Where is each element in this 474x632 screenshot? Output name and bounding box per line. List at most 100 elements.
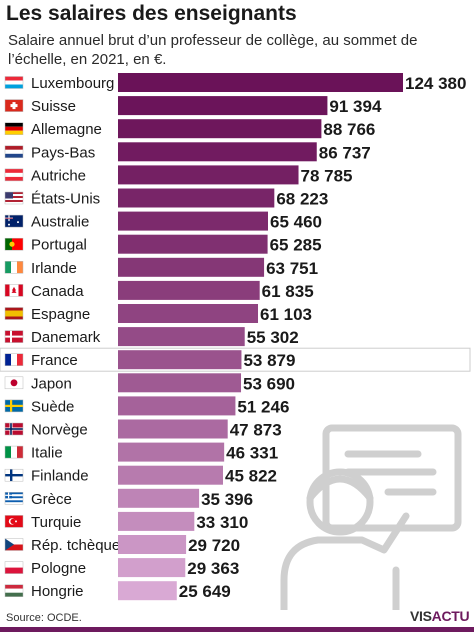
value-label: 61 103	[260, 305, 312, 324]
value-label: 35 396	[201, 490, 253, 509]
visactu-logo: VISACTU	[410, 608, 470, 624]
value-label: 29 720	[188, 536, 240, 555]
flag-austria-icon	[4, 168, 24, 182]
flag-italy-icon	[4, 445, 24, 459]
category-label: Finlande	[31, 468, 89, 485]
logo-main: VIS	[410, 608, 432, 624]
flag-greece-icon	[4, 492, 24, 505]
bar	[118, 327, 245, 347]
bar	[118, 165, 299, 185]
value-label: 53 690	[243, 374, 295, 393]
category-label: Pays-Bas	[31, 144, 95, 161]
bar	[118, 581, 177, 601]
bar	[118, 257, 265, 277]
value-label: 25 649	[179, 582, 231, 601]
bar	[118, 511, 195, 531]
bar	[118, 211, 268, 231]
source-note: Source: OCDE.	[6, 612, 82, 624]
category-label: Japon	[31, 375, 72, 392]
bar	[118, 350, 242, 370]
value-label: 45 822	[225, 467, 277, 486]
flag-germany-icon	[4, 122, 24, 135]
flag-netherlands-icon	[4, 145, 24, 159]
value-label: 55 302	[247, 328, 299, 347]
flag-norway-icon	[4, 422, 24, 436]
category-label: Espagne	[31, 306, 90, 323]
bar	[118, 442, 225, 462]
value-label: 29 363	[187, 559, 239, 578]
bar	[118, 142, 317, 162]
category-label: Portugal	[31, 237, 87, 254]
flag-portugal-icon	[4, 237, 24, 251]
flag-hungary-icon	[4, 584, 24, 597]
chart-title: Les salaires des enseignants	[6, 2, 297, 25]
chart-subtitle: Salaire annuel brut d’un professeur de c…	[8, 32, 418, 68]
category-label: Hongrie	[31, 583, 84, 600]
flag-canada-icon	[4, 284, 24, 297]
value-label: 65 460	[270, 213, 322, 232]
bar	[118, 373, 242, 393]
value-label: 124 380	[405, 74, 466, 93]
flag-switzerland-icon	[4, 99, 24, 112]
bar	[118, 304, 259, 323]
flag-luxembourg-icon	[4, 76, 24, 89]
value-label: 91 394	[329, 97, 382, 116]
flag-sweden-icon	[4, 399, 24, 413]
bar	[118, 280, 260, 300]
value-label: 47 873	[230, 421, 282, 440]
bar	[118, 396, 236, 416]
flag-denmark-icon	[4, 330, 24, 343]
category-label: Danemark	[31, 329, 101, 346]
bar	[118, 535, 187, 554]
bar-chart: Luxembourg 124 380 Suisse 91 394 Allemagne 88…	[0, 73, 471, 601]
value-label: 33 310	[196, 513, 248, 532]
bar	[118, 419, 228, 439]
category-label: Suisse	[31, 98, 76, 115]
category-label: Irlande	[31, 260, 77, 277]
bar	[118, 465, 223, 485]
category-label: Rép. tchèque	[31, 537, 120, 554]
value-label: 65 285	[270, 236, 322, 255]
bar	[118, 119, 322, 139]
bar	[118, 188, 275, 208]
category-label: Allemagne	[31, 121, 102, 138]
teacher-board-illustration	[280, 424, 462, 610]
logo-accent: ACTU	[431, 608, 470, 624]
flag-finland-icon	[4, 468, 24, 482]
category-label: Australie	[31, 214, 89, 231]
category-label: Italie	[31, 445, 63, 462]
category-label: États-Unis	[31, 191, 100, 208]
bottom-accent-bar	[0, 627, 474, 632]
value-label: 63 751	[266, 259, 318, 278]
flag-spain-icon	[4, 307, 24, 320]
category-label: Canada	[31, 283, 84, 300]
value-label: 53 879	[243, 351, 295, 370]
flag-usa-icon	[4, 191, 24, 205]
bar	[118, 558, 186, 578]
bar	[118, 96, 328, 116]
value-label: 46 331	[226, 444, 278, 463]
flag-france-icon	[4, 353, 24, 366]
bar	[118, 73, 403, 92]
category-label: Luxembourg	[31, 75, 114, 92]
bar	[118, 234, 268, 254]
flag-poland-icon	[4, 561, 24, 574]
category-label: Suède	[31, 398, 74, 415]
category-label: Pologne	[31, 560, 86, 577]
category-label: France	[31, 352, 78, 369]
value-label: 86 737	[319, 143, 371, 162]
bar	[118, 488, 200, 508]
value-label: 68 223	[276, 190, 328, 209]
value-label: 78 785	[301, 166, 353, 185]
category-label: Grèce	[31, 491, 72, 508]
category-label: Turquie	[31, 514, 81, 531]
category-label: Autriche	[31, 167, 86, 184]
value-label: 88 766	[323, 120, 375, 139]
value-label: 51 246	[237, 397, 289, 416]
flag-turkey-icon	[4, 515, 24, 528]
value-label: 61 835	[262, 282, 314, 301]
flag-australia-icon	[4, 214, 24, 228]
category-label: Norvège	[31, 422, 88, 439]
flag-ireland-icon	[4, 261, 24, 274]
flag-japan-icon	[4, 376, 24, 390]
